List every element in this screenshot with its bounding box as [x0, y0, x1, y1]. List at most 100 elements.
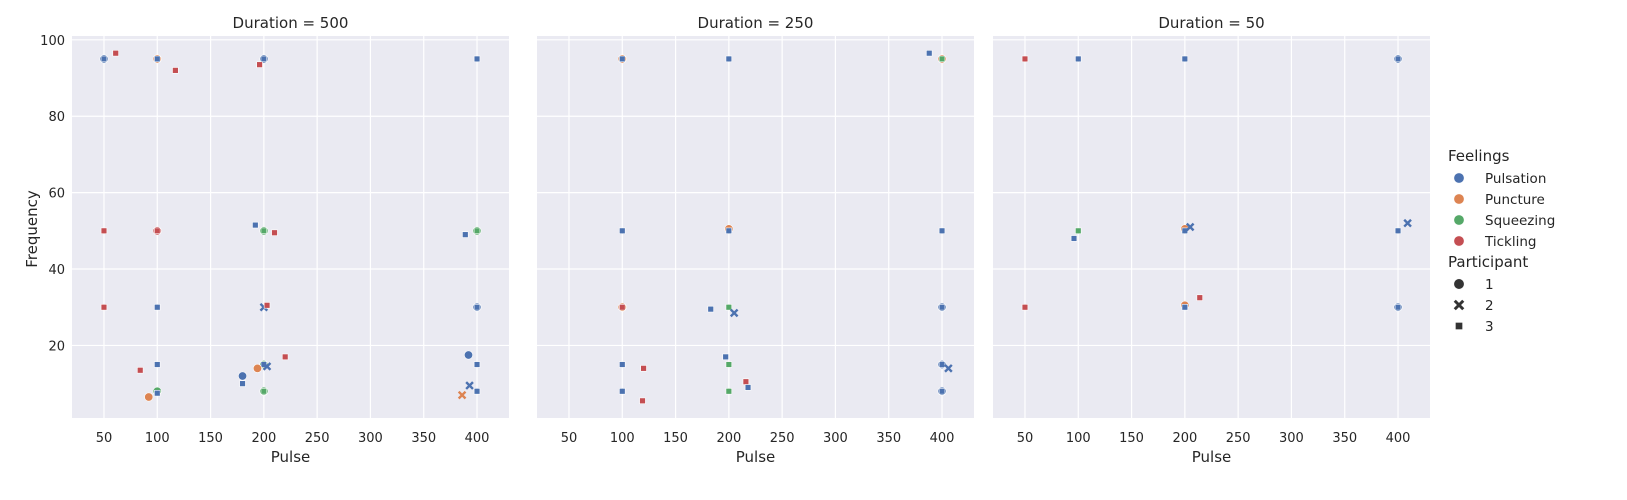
data-point [252, 221, 259, 229]
panel-title: Duration = 250 [698, 14, 814, 32]
legend-marker [1453, 193, 1465, 205]
data-point [263, 302, 271, 309]
data-point [463, 350, 473, 360]
facet-panel: Duration = 50 50 100 150 200 250 300 350 400 Puls… [993, 14, 1430, 466]
data-point [619, 304, 626, 311]
x-tick-label: 150 [198, 431, 223, 446]
data-point [473, 227, 481, 235]
data-point [473, 361, 481, 368]
legend-marker [1453, 214, 1465, 226]
y-tick-label: 80 [48, 110, 65, 125]
x-tick-label: 100 [1066, 431, 1091, 446]
y-tick-label: 60 [48, 187, 65, 202]
panel-title: Duration = 500 [233, 14, 349, 32]
x-tick-label: 150 [663, 431, 688, 446]
x-tick-label: 300 [1279, 431, 1304, 446]
x-tick-label: 400 [930, 431, 955, 446]
data-point [457, 390, 467, 400]
legend-marker [1453, 235, 1465, 247]
data-point [1403, 218, 1412, 228]
data-point [639, 397, 646, 405]
data-point [112, 49, 119, 57]
data-point [473, 388, 481, 395]
data-point [944, 364, 953, 373]
data-point [154, 55, 161, 63]
data-point [172, 67, 179, 74]
data-points [1021, 54, 1412, 312]
data-point [1185, 222, 1195, 232]
data-point [938, 55, 946, 63]
data-point [144, 392, 154, 402]
x-tick-label: 200 [1172, 431, 1197, 446]
data-point [238, 371, 248, 381]
legend-marker [1453, 299, 1465, 311]
data-point [619, 388, 626, 395]
data-point [1021, 55, 1029, 63]
data-point [938, 388, 946, 395]
legend-label: Squeezing [1485, 213, 1555, 229]
data-point [1075, 55, 1082, 63]
x-tick-label: 350 [876, 431, 901, 446]
data-point [262, 362, 272, 371]
legend-label: 3 [1485, 319, 1494, 335]
data-point [1394, 304, 1402, 311]
x-tick-label: 200 [716, 431, 741, 446]
x-tick-label: 50 [1017, 431, 1034, 446]
x-tick-label: 400 [465, 431, 490, 446]
x-tick-label: 50 [96, 431, 113, 446]
data-point [100, 227, 108, 235]
data-point [154, 304, 161, 311]
data-point [260, 227, 268, 235]
x-axis-label: Pulse [271, 448, 311, 466]
gridlines [993, 36, 1430, 418]
data-point [1196, 294, 1203, 301]
data-point [154, 227, 161, 235]
data-point [744, 384, 752, 391]
y-tick-label: 40 [48, 263, 65, 278]
x-tick-label: 250 [1226, 431, 1251, 446]
y-tick-label: 20 [48, 339, 65, 354]
x-tick-label: 100 [145, 431, 170, 446]
gridlines [72, 36, 509, 418]
panel-background [72, 36, 509, 418]
facet-panel: Duration = 250 50 100 150 200 250 300 350 400 Pul… [537, 14, 974, 466]
x-tick-label: 350 [411, 431, 436, 446]
data-point [465, 381, 474, 390]
legend-title-feelings: Feelings [1448, 147, 1510, 165]
data-point [725, 227, 733, 235]
data-point [462, 231, 469, 238]
y-axis-label: Frequency [23, 190, 41, 268]
data-point [619, 55, 626, 63]
x-tick-label: 250 [305, 431, 330, 446]
data-point [100, 55, 108, 63]
data-point [729, 308, 739, 318]
legend-label: Puncture [1485, 192, 1545, 208]
data-point [252, 363, 262, 373]
panel-background [537, 36, 974, 418]
data-point [473, 304, 481, 311]
data-point [725, 388, 733, 395]
legend-marker [1453, 172, 1465, 184]
x-tick-label: 250 [770, 431, 795, 446]
x-tick-label: 50 [561, 431, 578, 446]
data-point [1070, 235, 1078, 242]
data-point [100, 304, 108, 311]
data-point [473, 55, 481, 63]
data-point [938, 304, 946, 311]
data-point [260, 55, 268, 63]
data-point [725, 304, 733, 311]
x-tick-label: 350 [1332, 431, 1357, 446]
data-point [154, 389, 161, 397]
x-axis-label: Pulse [736, 448, 776, 466]
data-point [725, 55, 733, 63]
data-points [617, 49, 953, 405]
data-point [1181, 55, 1189, 63]
data-point [938, 361, 946, 368]
data-point [256, 61, 263, 68]
facet-panel: Duration = 500 50 100 150 200 250 300 350 400 20 4… [40, 14, 509, 466]
legend-marker [1455, 322, 1463, 330]
data-point [926, 49, 933, 57]
data-point [260, 388, 268, 395]
data-point [271, 229, 278, 236]
